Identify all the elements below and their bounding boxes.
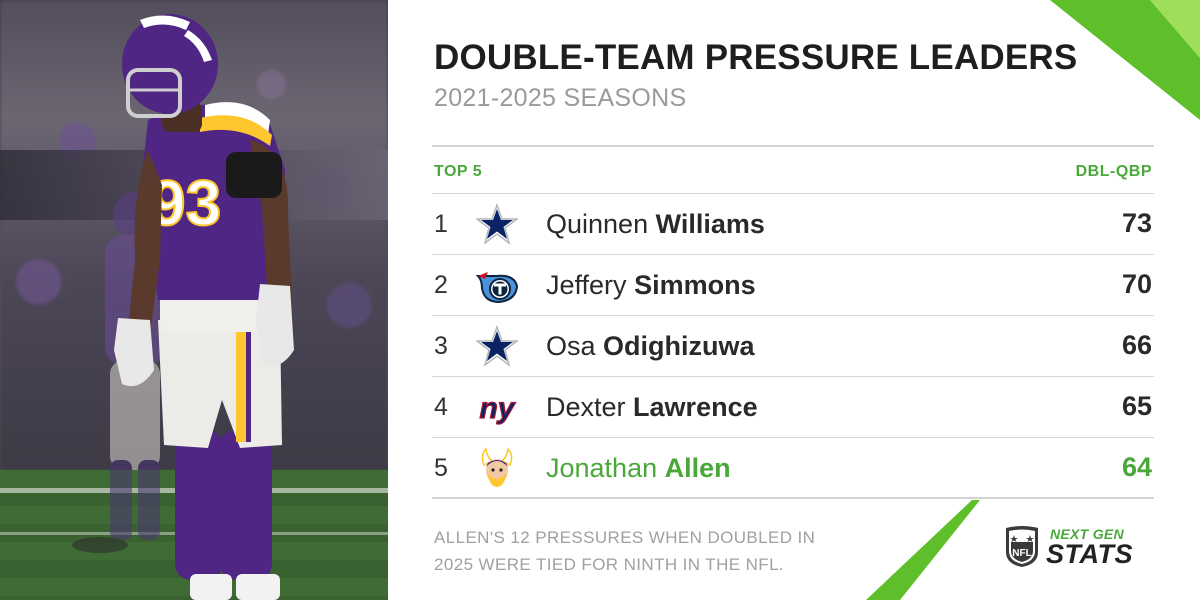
cowboys-star-icon: [476, 325, 518, 367]
player-name: Osa Odighizuwa: [546, 331, 755, 361]
svg-text:NFL: NFL: [1012, 548, 1031, 559]
svg-text:ny: ny: [479, 392, 515, 425]
page-subtitle: 2021-2025 SEASONS: [434, 84, 687, 112]
table-row: 3 Osa Odighizuwa 66: [432, 316, 1154, 377]
dbl-qbp-value: 73: [1121, 208, 1152, 238]
page-title: DOUBLE-TEAM PRESSURE LEADERS: [434, 38, 1078, 77]
giants-ny-icon: ny: [479, 391, 517, 425]
player-name: Jonathan Allen: [546, 453, 731, 483]
table-row: 2 Jeffery Simmons 70: [432, 255, 1154, 316]
green-slash-decoration: [1050, 0, 1200, 120]
titans-logo-icon: [476, 272, 518, 304]
table-row: 1 Quinnen Williams 73: [432, 194, 1154, 255]
dbl-qbp-value: 64: [1121, 452, 1152, 482]
table-header-top5: TOP 5: [434, 163, 483, 180]
player-name: Quinnen Williams: [546, 209, 765, 239]
dbl-qbp-value: 70: [1121, 269, 1152, 299]
player-photo: 93: [0, 0, 388, 600]
stats-label: STATS: [1046, 539, 1133, 569]
divider: [432, 193, 1154, 194]
dbl-qbp-value: 65: [1121, 391, 1152, 421]
rank: 2: [434, 271, 448, 299]
player-name: Dexter Lawrence: [546, 392, 758, 422]
leaders-table: 1 Quinnen Williams 73 2 Jeffery Simmons …: [432, 194, 1154, 499]
table-header-dbl-qbp: DBL-QBP: [1075, 163, 1152, 180]
nfl-shield-icon: NFL: [1006, 526, 1038, 567]
next-gen-stats-logo: NFL NEXT GEN STATS: [1004, 522, 1154, 570]
footnote: ALLEN'S 12 PRESSURES WHEN DOUBLED IN 202…: [434, 528, 816, 574]
cowboys-star-icon: [476, 203, 518, 245]
next-gen-label: NEXT GEN: [1050, 526, 1124, 542]
rank: 1: [434, 210, 448, 238]
table-row: 4 ny Dexter Lawrence 65: [432, 377, 1154, 438]
green-slash-decoration: [866, 500, 980, 600]
vikings-head-icon: [481, 447, 513, 487]
rank: 3: [434, 332, 448, 360]
player-name: Jeffery Simmons: [546, 270, 756, 300]
dbl-qbp-value: 66: [1121, 330, 1152, 360]
player-figure: 93: [114, 14, 294, 600]
rank: 4: [434, 393, 448, 421]
divider: [432, 145, 1154, 147]
table-row: 5 Jonathan Allen 64: [432, 438, 1154, 499]
rank: 5: [434, 454, 448, 482]
